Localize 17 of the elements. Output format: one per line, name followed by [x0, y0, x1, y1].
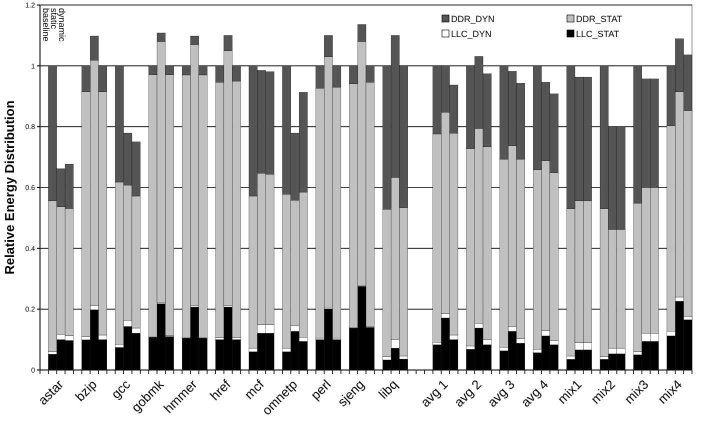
- legend-label: LLC_DYN: [451, 29, 492, 39]
- annotation: static: [49, 8, 59, 30]
- x-tick-label: avg 2: [451, 376, 484, 410]
- annotation: baseline: [41, 8, 51, 42]
- x-tick-label: gcc: [108, 376, 134, 402]
- x-tick-label: libq: [376, 376, 401, 402]
- x-tick-label: mcf: [241, 376, 268, 402]
- x-tick-label: bzip: [72, 376, 100, 404]
- y-axis-title: Relative Energy Distribution: [2, 100, 17, 275]
- legend-label: LLC_STAT: [576, 29, 620, 39]
- x-tick-label: avg 3: [484, 376, 518, 410]
- annotation: dynamic: [57, 8, 67, 42]
- legend-label: DDR_DYN: [451, 14, 495, 24]
- x-tick-label: href: [206, 376, 234, 404]
- x-tick-label: avg 4: [518, 376, 552, 410]
- x-tick-label: avg 1: [418, 376, 451, 410]
- legend-label: DDR_STAT: [576, 14, 623, 24]
